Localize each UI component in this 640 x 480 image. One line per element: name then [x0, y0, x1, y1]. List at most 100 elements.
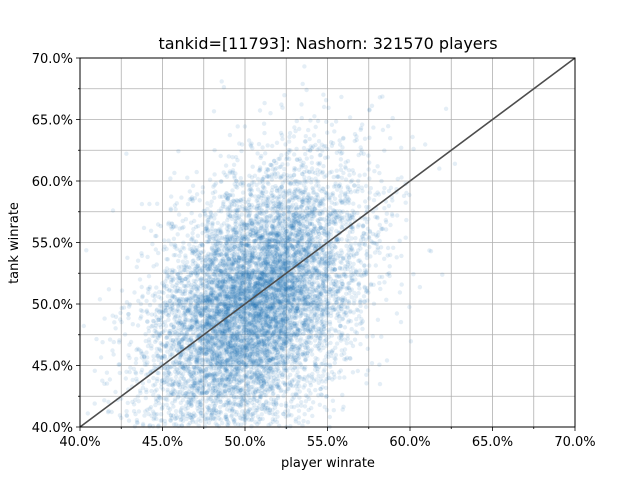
scatter-point [270, 391, 276, 397]
scatter-point [247, 187, 252, 193]
scatter-point [254, 370, 260, 375]
scatter-point [262, 317, 268, 322]
scatter-point [358, 126, 364, 131]
scatter-point [311, 214, 317, 219]
scatter-point [199, 378, 204, 383]
scatter-point [237, 325, 243, 330]
scatter-point [318, 152, 323, 157]
scatter-point [176, 382, 181, 387]
scatter-point [251, 239, 256, 244]
scatter-point [334, 341, 340, 346]
scatter-point [229, 276, 234, 281]
scatter-point [239, 359, 244, 364]
scatter-point [247, 280, 252, 285]
scatter-point [204, 306, 209, 311]
scatter-point [316, 284, 321, 289]
scatter-point [189, 324, 195, 330]
scatter-point [211, 281, 217, 286]
scatter-point [186, 307, 191, 312]
scatter-point [299, 255, 304, 260]
scatter-point [307, 241, 312, 247]
scatter-point [284, 245, 289, 250]
scatter-point [251, 273, 257, 279]
scatter-point [246, 307, 252, 312]
scatter-point [321, 282, 326, 287]
scatter-point [327, 260, 333, 265]
scatter-point [290, 255, 295, 260]
scatter-point [322, 358, 327, 363]
scatter-point [186, 325, 192, 330]
scatter-point [226, 330, 231, 335]
scatter-point [143, 395, 148, 401]
scatter-point [360, 234, 365, 239]
scatter-point [239, 250, 245, 255]
scatter-point [231, 316, 237, 321]
scatter-point [223, 163, 229, 168]
scatter-point [305, 374, 311, 379]
scatter-point [352, 138, 357, 144]
scatter-point [352, 337, 358, 342]
scatter-point [229, 343, 234, 349]
scatter-point [317, 402, 322, 407]
scatter-point [279, 285, 284, 290]
scatter-point [131, 409, 137, 414]
scatter-point [218, 409, 223, 414]
scatter-point [276, 255, 281, 260]
scatter-point [327, 287, 333, 292]
scatter-point [282, 166, 287, 172]
scatter-point [125, 400, 130, 406]
scatter-point [210, 256, 215, 261]
scatter-point [259, 412, 264, 417]
scatter-point [250, 267, 255, 273]
scatter-point [195, 356, 200, 361]
scatter-point [317, 336, 323, 341]
scatter-point [234, 235, 240, 240]
scatter-point [302, 299, 307, 304]
scatter-point [214, 377, 220, 382]
scatter-point [284, 334, 289, 339]
scatter-point [337, 375, 342, 380]
scatter-point [383, 227, 389, 232]
scatter-point [294, 332, 300, 338]
scatter-point [404, 190, 409, 196]
scatter-point [254, 336, 259, 341]
scatter-point [236, 325, 242, 330]
scatter-point [307, 170, 312, 175]
scatter-point [183, 380, 188, 386]
scatter-point [268, 269, 274, 274]
scatter-point [262, 299, 267, 304]
scatter-point [260, 235, 265, 240]
scatter-point [226, 343, 231, 348]
scatter-point [256, 316, 261, 321]
scatter-point [304, 179, 310, 184]
scatter-point [164, 375, 169, 380]
scatter-point [260, 303, 265, 309]
scatter-point [333, 345, 338, 350]
scatter-point [299, 323, 304, 328]
scatter-point [273, 241, 278, 247]
scatter-point [287, 293, 293, 298]
scatter-point [304, 198, 310, 203]
scatter-point [153, 320, 159, 326]
scatter-point [221, 359, 226, 364]
scatter-point [226, 285, 231, 290]
scatter-point [176, 382, 181, 388]
scatter-point [358, 151, 364, 156]
scatter-point [296, 288, 302, 293]
scatter-point [366, 167, 371, 172]
scatter-point [153, 326, 158, 331]
scatter-point [281, 304, 286, 310]
scatter-point [242, 280, 247, 285]
scatter-point [196, 400, 201, 405]
scatter-point [210, 347, 215, 352]
scatter-point [210, 231, 215, 237]
scatter-point [324, 223, 329, 228]
scatter-point [221, 309, 226, 315]
scatter-point [385, 245, 391, 251]
scatter-point [192, 372, 197, 377]
scatter-point [311, 265, 316, 270]
scatter-point [299, 297, 305, 303]
scatter-point [185, 175, 190, 180]
scatter-point [212, 172, 217, 177]
scatter-point [276, 231, 281, 236]
